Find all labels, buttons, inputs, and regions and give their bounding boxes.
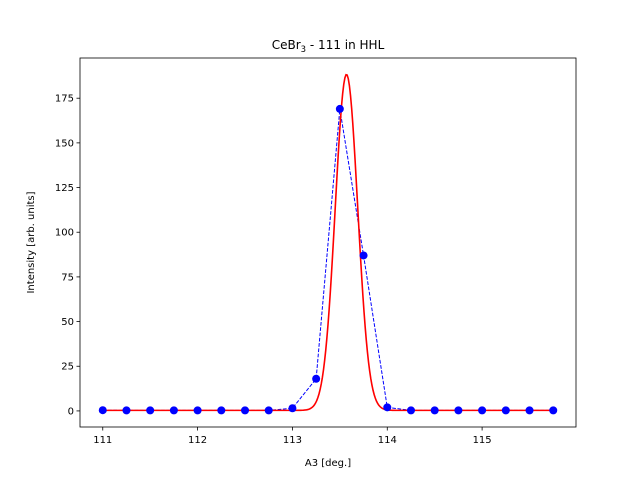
y-tick-label: 100: [55, 228, 74, 239]
data-point: [241, 406, 250, 415]
chart-title: CeBr3 - 111 in HHL: [272, 38, 385, 55]
data-point: [406, 406, 415, 415]
chart-title-subscript: 3: [301, 45, 306, 55]
x-axis: 111 112 113 114 115: [93, 427, 492, 446]
data-point: [122, 406, 131, 415]
data-point: [217, 406, 226, 415]
y-tick-label: 150: [55, 138, 74, 149]
y-tick-label: 175: [55, 94, 74, 105]
plot-frame: [79, 57, 577, 428]
data-point: [454, 406, 463, 415]
x-axis-label: A3 [deg.]: [305, 458, 351, 469]
x-tick-label: 113: [283, 435, 302, 446]
y-axis-label: Intensity [arb. units]: [26, 191, 37, 293]
data-point: [193, 406, 202, 415]
y-tick-label: 125: [55, 183, 74, 194]
data-point: [288, 404, 297, 413]
data-point: [169, 406, 178, 415]
data-point: [264, 406, 273, 415]
x-tick-label: 111: [93, 435, 112, 446]
data-point: [146, 406, 155, 415]
data-point: [478, 406, 487, 415]
x-tick-label: 112: [188, 435, 207, 446]
data-point: [312, 374, 321, 383]
data-point: [359, 251, 368, 260]
plot-layer: [98, 73, 558, 415]
x-tick-label: 115: [473, 435, 492, 446]
data-point: [98, 406, 107, 415]
chart-title-suffix: - 111 in HHL: [306, 38, 384, 52]
plot-area: [80, 58, 576, 427]
x-tick-label: 114: [378, 435, 397, 446]
data-point: [430, 406, 439, 415]
data-point: [501, 406, 510, 415]
chart-title-main: CeBr: [272, 38, 301, 52]
y-tick-label: 50: [61, 317, 74, 328]
y-tick-label: 25: [61, 362, 74, 373]
data-point: [335, 104, 344, 113]
data-point: [525, 406, 534, 415]
y-tick-label: 75: [61, 272, 74, 283]
y-tick-label: 0: [68, 406, 74, 417]
data-point: [383, 403, 392, 412]
data-point: [549, 406, 558, 415]
y-axis: 0 25 50 75 100 125 150 175: [55, 94, 80, 417]
